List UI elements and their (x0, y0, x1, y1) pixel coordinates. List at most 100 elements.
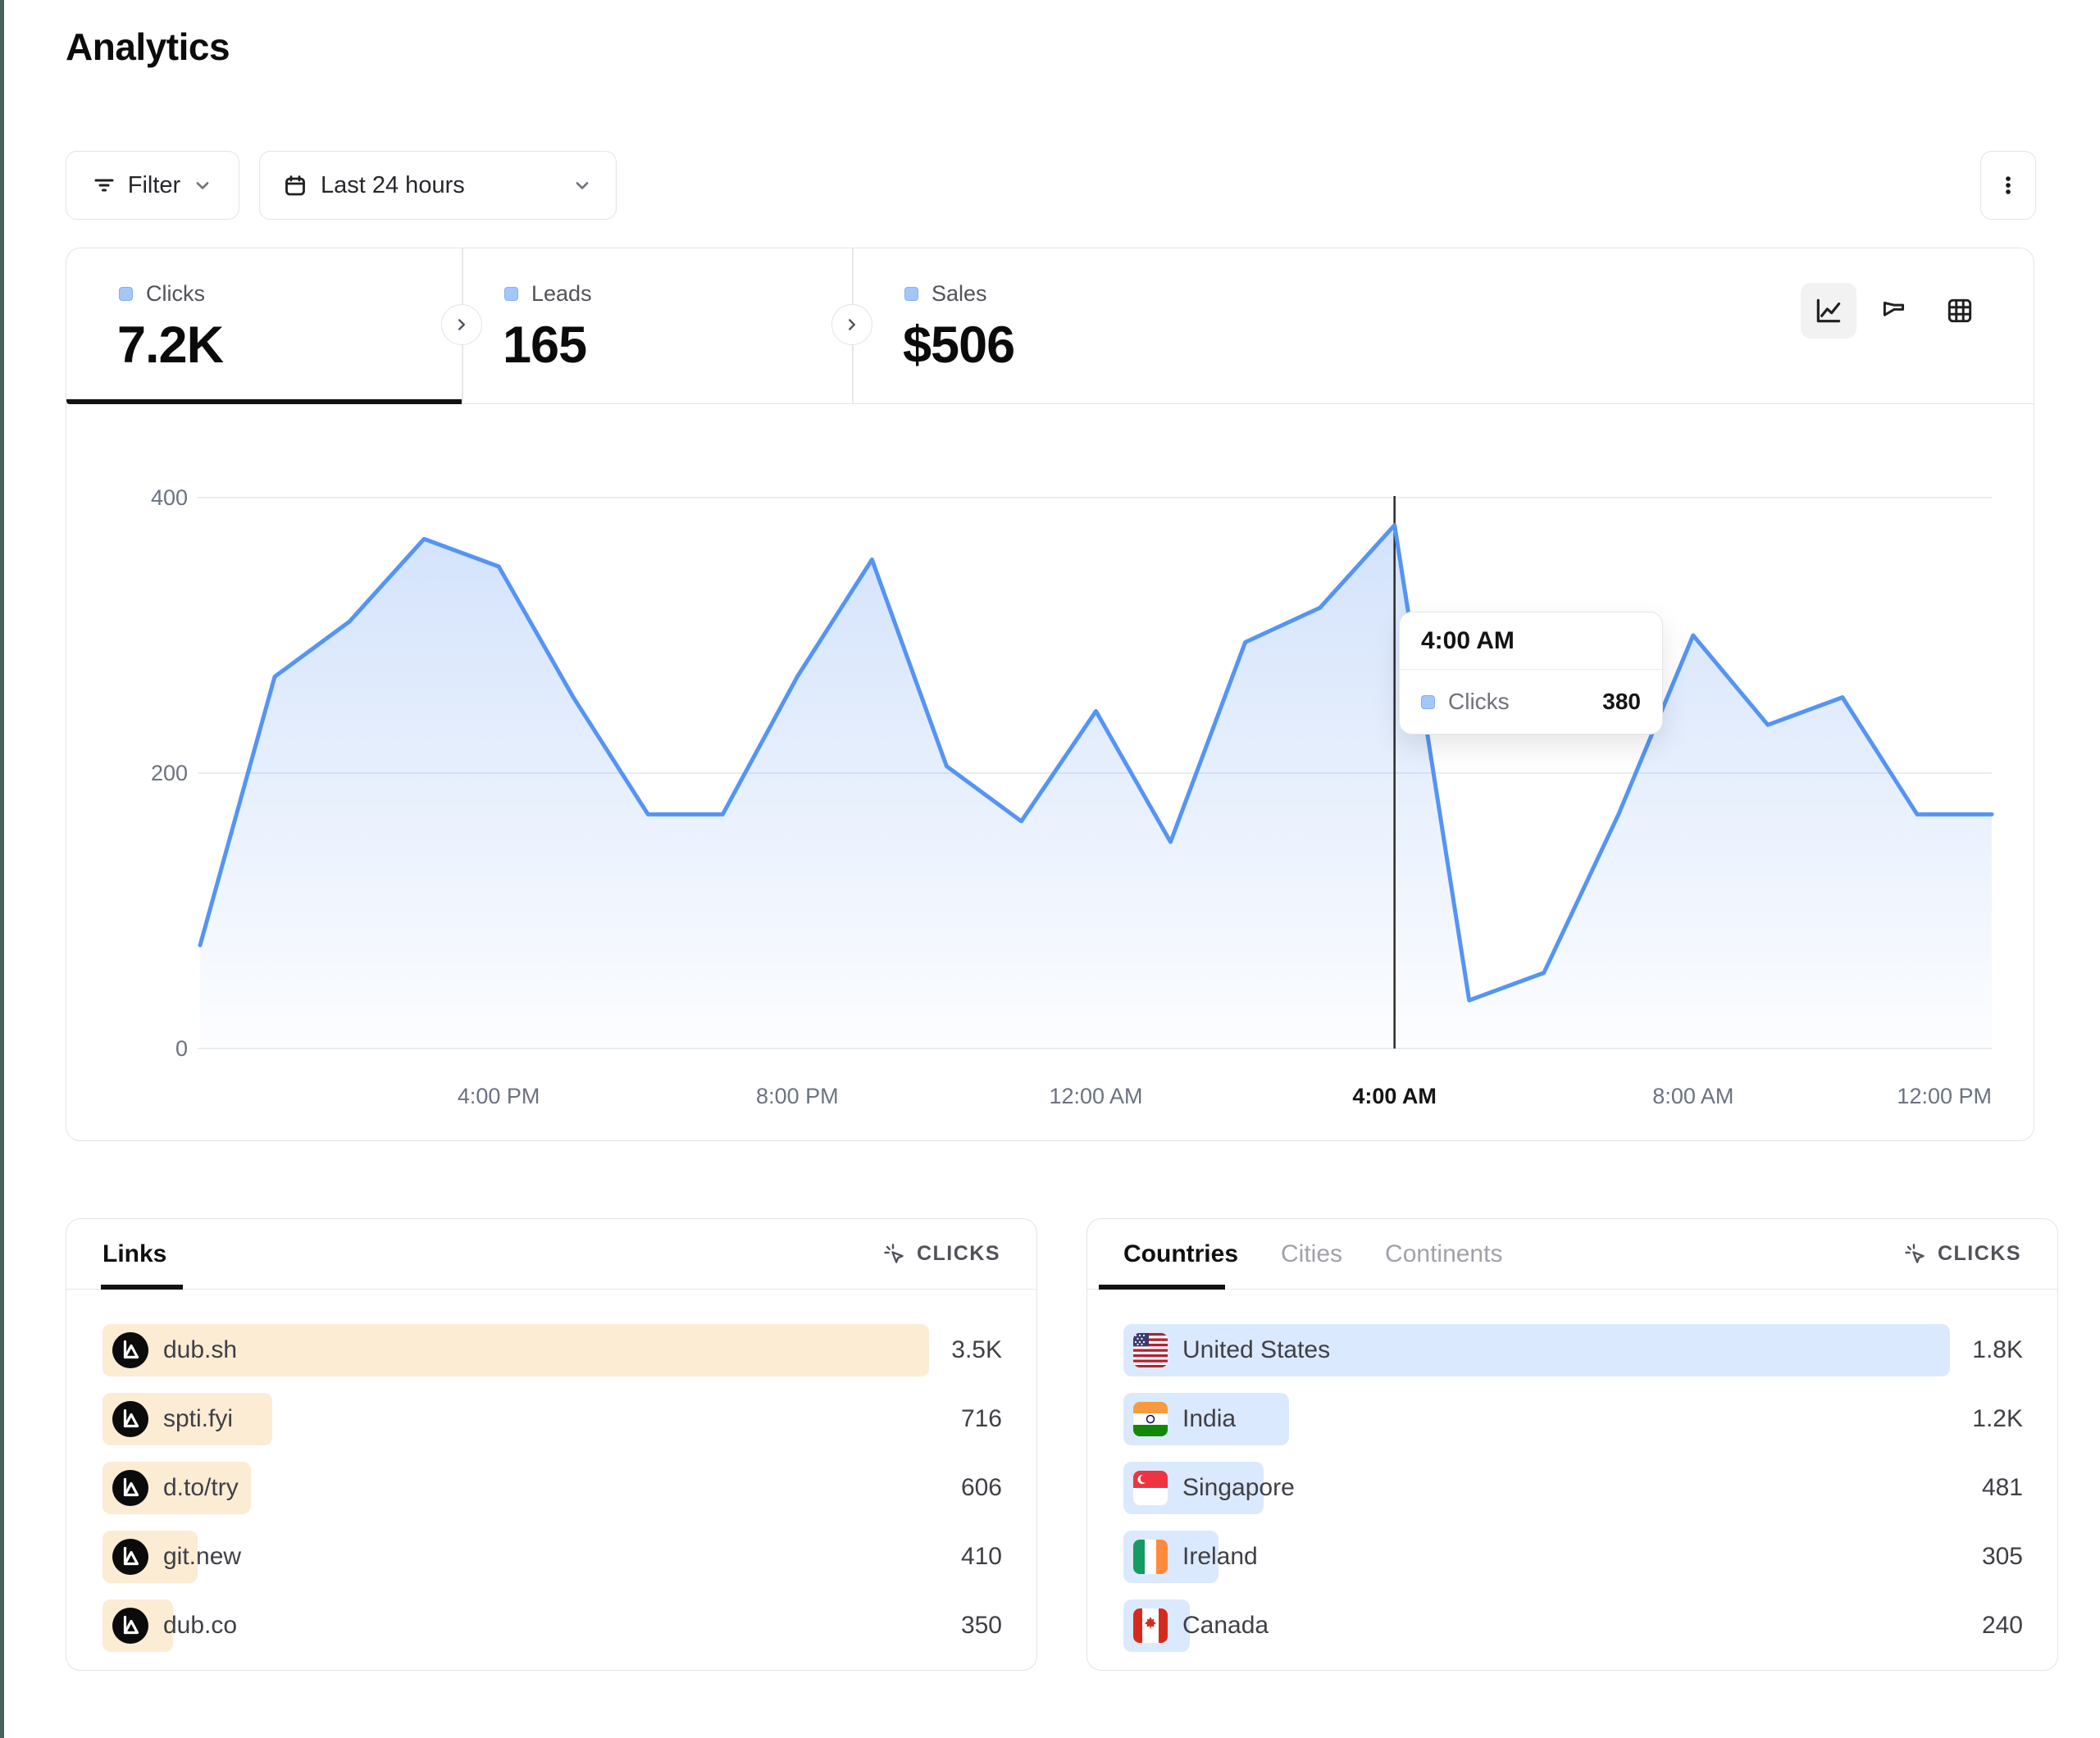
tab-sales[interactable]: Sales $506 (852, 248, 1246, 404)
date-range-label: Last 24 hours (321, 171, 465, 198)
country-label: Ireland (1182, 1543, 1258, 1570)
ca-flag-icon (1133, 1608, 1168, 1643)
cursor-click-icon (1903, 1242, 1928, 1267)
y-axis-label: 200 (151, 761, 188, 785)
value-bar (102, 1324, 929, 1376)
tooltip-value: 380 (1602, 689, 1641, 714)
country-label: India (1182, 1405, 1237, 1432)
link-clicks-value: 3.5K (951, 1336, 1002, 1363)
value-bar (1123, 1324, 1950, 1376)
page-title: Analytics (66, 25, 230, 68)
more-options-button[interactable] (1980, 151, 2036, 220)
dub-logo-icon (112, 1332, 148, 1368)
country-clicks-value: 1.8K (1972, 1336, 2023, 1363)
dub-logo-icon (112, 1608, 148, 1644)
country-row[interactable]: Singapore 481 (1123, 1462, 2023, 1514)
in-flag-icon (1133, 1402, 1168, 1436)
stat-value: 7.2K (117, 316, 224, 374)
link-row[interactable]: git.new 410 (102, 1531, 1002, 1583)
clicks-metric-header[interactable]: CLICKS (1903, 1242, 2021, 1267)
link-label: dub.co (163, 1612, 238, 1639)
line-chart-icon (1816, 298, 1841, 323)
country-clicks-value: 1.2K (1972, 1405, 2023, 1432)
calendar-icon (283, 173, 307, 198)
stat-label: Sales (932, 281, 987, 306)
dub-logo-icon (112, 1401, 148, 1437)
x-axis-label: 8:00 PM (756, 1084, 839, 1108)
link-row[interactable]: dub.co 350 (102, 1599, 1002, 1652)
countries-panel: Countries Cities Continents CLICKS Unite… (1086, 1218, 2058, 1671)
clicks-metric-header[interactable]: CLICKS (882, 1242, 1000, 1267)
country-clicks-value: 240 (1981, 1612, 2023, 1639)
link-row[interactable]: d.to/try 606 (102, 1462, 1002, 1514)
area-fill (200, 525, 1992, 1049)
active-tab-underline (101, 1285, 183, 1290)
expand-sales-button[interactable] (831, 304, 872, 345)
us-flag-icon (1133, 1333, 1168, 1367)
country-label: United States (1182, 1336, 1331, 1363)
stat-value: $506 (903, 316, 1015, 374)
country-clicks-value: 305 (1981, 1543, 2023, 1570)
y-axis-label: 0 (175, 1036, 188, 1061)
link-clicks-value: 606 (960, 1474, 1002, 1501)
analytics-card: Clicks 7.2K Leads 165 Sales $506 (66, 248, 2034, 1141)
tab-cities[interactable]: Cities (1281, 1240, 1343, 1267)
country-row[interactable]: United States 1.8K (1123, 1324, 2023, 1376)
tab-links[interactable]: Links (102, 1240, 167, 1267)
sales-legend-chip (904, 287, 918, 301)
link-row[interactable]: dub.sh 3.5K (102, 1324, 1002, 1376)
tooltip-time: 4:00 AM (1400, 612, 1662, 670)
clicks-legend-chip (119, 287, 133, 301)
link-clicks-value: 716 (960, 1405, 1002, 1432)
chevron-down-icon (192, 175, 213, 196)
filter-button[interactable]: Filter (66, 151, 239, 220)
funnel-view-button[interactable] (1866, 283, 1922, 339)
stat-value: 165 (503, 316, 587, 374)
tab-clicks[interactable]: Clicks 7.2K (66, 248, 462, 404)
dub-logo-icon (112, 1470, 148, 1506)
link-label: dub.sh (163, 1336, 238, 1363)
tab-continents[interactable]: Continents (1385, 1240, 1503, 1267)
x-axis-label: 4:00 AM (1352, 1084, 1437, 1108)
tooltip-series: Clicks (1448, 689, 1510, 714)
metric-label: CLICKS (1937, 1242, 2021, 1265)
chart-view-switcher (1801, 283, 1988, 339)
country-clicks-value: 481 (1981, 1474, 2023, 1501)
tab-leads[interactable]: Leads 165 (462, 248, 852, 404)
x-axis-label: 12:00 AM (1049, 1084, 1142, 1108)
country-label: Singapore (1182, 1474, 1295, 1501)
clicks-line (198, 523, 1994, 1003)
kebab-icon (1996, 173, 2020, 198)
sg-flag-icon (1133, 1471, 1168, 1505)
link-label: d.to/try (163, 1474, 239, 1501)
date-range-button[interactable]: Last 24 hours (259, 151, 617, 220)
stat-label: Clicks (146, 281, 205, 306)
tooltip-legend-chip (1421, 694, 1435, 709)
filter-button-label: Filter (127, 171, 181, 198)
filter-icon (92, 173, 116, 198)
countries-panel-header: Countries Cities Continents CLICKS (1087, 1219, 2057, 1290)
stats-strip: Clicks 7.2K Leads 165 Sales $506 (66, 248, 2034, 404)
leads-legend-chip (504, 287, 518, 301)
table-grid-icon (1947, 298, 1972, 323)
country-row[interactable]: India 1.2K (1123, 1393, 2023, 1445)
chart-tooltip: 4:00 AM Clicks 380 (1399, 612, 1663, 735)
links-panel-header: Links CLICKS (66, 1219, 1036, 1290)
x-axis-label: 4:00 PM (458, 1084, 540, 1108)
link-label: git.new (163, 1543, 242, 1570)
tab-countries[interactable]: Countries (1123, 1240, 1239, 1267)
x-axis-label: 8:00 AM (1652, 1084, 1733, 1108)
cursor-click-icon (882, 1242, 907, 1267)
clicks-area-chart[interactable]: 0 200 400 4:00 PM 8:00 PM 12:00 AM 4:00 AM 8:00… (66, 404, 2035, 1142)
link-row[interactable]: spti.fyi 716 (102, 1393, 1002, 1445)
country-row[interactable]: Canada 240 (1123, 1599, 2023, 1652)
expand-leads-button[interactable] (441, 304, 482, 345)
link-label: spti.fyi (163, 1405, 234, 1432)
dub-logo-icon (112, 1539, 148, 1575)
table-view-button[interactable] (1932, 283, 1988, 339)
chevron-down-icon (572, 175, 593, 196)
country-row[interactable]: Ireland 305 (1123, 1531, 2023, 1583)
line-chart-view-button[interactable] (1801, 283, 1856, 339)
stat-label: Leads (531, 281, 592, 306)
y-axis-label: 400 (151, 485, 188, 510)
